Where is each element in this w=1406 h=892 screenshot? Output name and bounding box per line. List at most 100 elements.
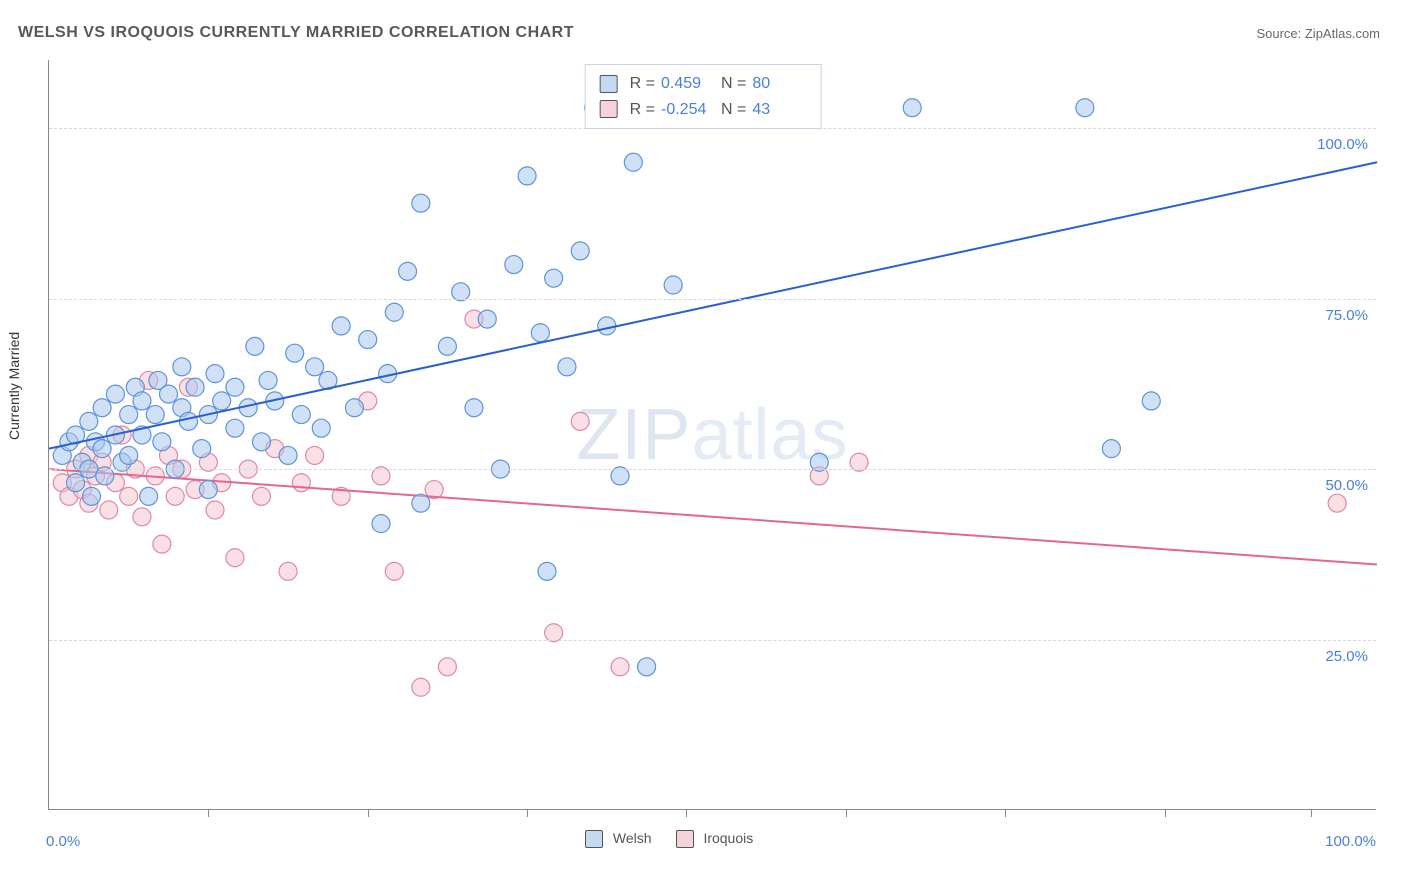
swatch-iroquois-icon [676, 830, 694, 848]
scatter-point-iroquois [166, 487, 184, 505]
scatter-point-iroquois [412, 678, 430, 696]
scatter-point-welsh [193, 440, 211, 458]
scatter-point-welsh [372, 515, 390, 533]
trend-line-welsh [49, 162, 1377, 448]
scatter-point-welsh [505, 256, 523, 274]
scatter-point-welsh [306, 358, 324, 376]
scatter-point-welsh [478, 310, 496, 328]
scatter-point-welsh [133, 392, 151, 410]
y-grid-label: 100.0% [1317, 136, 1368, 153]
scatter-point-welsh [538, 562, 556, 580]
y-grid-label: 75.0% [1325, 307, 1368, 324]
scatter-point-welsh [120, 446, 138, 464]
scatter-point-welsh [120, 406, 138, 424]
scatter-point-welsh [252, 433, 270, 451]
scatter-point-welsh [518, 167, 536, 185]
x-axis-label-0: 0.0% [46, 833, 80, 850]
legend-label-iroquois: Iroquois [703, 830, 753, 846]
r-label: R = [630, 71, 655, 97]
scatter-point-welsh [412, 494, 430, 512]
scatter-point-iroquois [206, 501, 224, 519]
legend-item-iroquois: Iroquois [676, 830, 754, 848]
scatter-point-welsh [465, 399, 483, 417]
scatter-point-iroquois [1328, 494, 1346, 512]
y-axis-label: Currently Married [6, 332, 22, 440]
scatter-point-welsh [571, 242, 589, 260]
scatter-point-iroquois [385, 562, 403, 580]
scatter-point-iroquois [438, 658, 456, 676]
scatter-point-welsh [1076, 99, 1094, 117]
scatter-point-welsh [106, 385, 124, 403]
scatter-point-iroquois [153, 535, 171, 553]
trend-line-iroquois [49, 469, 1377, 564]
x-tick [208, 809, 209, 817]
swatch-iroquois-icon [600, 100, 618, 118]
scatter-point-iroquois [611, 658, 629, 676]
x-tick [1165, 809, 1166, 817]
scatter-point-welsh [160, 385, 178, 403]
scatter-point-welsh [638, 658, 656, 676]
series-legend: Welsh Iroquois [585, 830, 753, 848]
scatter-point-welsh [399, 262, 417, 280]
scatter-point-welsh [199, 481, 217, 499]
x-tick [1005, 809, 1006, 817]
scatter-point-welsh [292, 406, 310, 424]
scatter-point-welsh [93, 440, 111, 458]
scatter-point-iroquois [100, 501, 118, 519]
scatter-point-welsh [186, 378, 204, 396]
scatter-point-welsh [146, 406, 164, 424]
x-tick [368, 809, 369, 817]
scatter-point-welsh [312, 419, 330, 437]
r-value-welsh: 0.459 [661, 71, 715, 97]
scatter-point-welsh [67, 474, 85, 492]
scatter-point-welsh [624, 153, 642, 171]
scatter-point-welsh [438, 337, 456, 355]
swatch-welsh-icon [600, 75, 618, 93]
scatter-point-welsh [359, 331, 377, 349]
scatter-point-welsh [279, 446, 297, 464]
x-axis-label-100: 100.0% [1325, 833, 1376, 850]
scatter-point-iroquois [292, 474, 310, 492]
scatter-point-welsh [140, 487, 158, 505]
legend-item-welsh: Welsh [585, 830, 652, 848]
scatter-point-welsh [173, 358, 191, 376]
scatter-point-iroquois [279, 562, 297, 580]
scatter-point-welsh [153, 433, 171, 451]
scatter-point-welsh [246, 337, 264, 355]
correlation-row-iroquois: R = -0.254 N = 43 [600, 97, 807, 123]
scatter-point-welsh [206, 365, 224, 383]
gridline-h [49, 640, 1376, 641]
scatter-point-welsh [1142, 392, 1160, 410]
n-value-welsh: 80 [752, 71, 806, 97]
scatter-point-iroquois [120, 487, 138, 505]
r-label: R = [630, 97, 655, 123]
scatter-point-welsh [531, 324, 549, 342]
gridline-h [49, 299, 1376, 300]
scatter-point-welsh [213, 392, 231, 410]
x-tick [846, 809, 847, 817]
scatter-point-welsh [598, 317, 616, 335]
scatter-point-iroquois [306, 446, 324, 464]
scatter-point-welsh [664, 276, 682, 294]
scatter-point-iroquois [226, 549, 244, 567]
x-tick [1311, 809, 1312, 817]
n-label: N = [721, 71, 746, 97]
chart-svg [49, 60, 1376, 809]
scatter-point-iroquois [252, 487, 270, 505]
gridline-h [49, 469, 1376, 470]
scatter-point-welsh [80, 412, 98, 430]
correlation-legend: R = 0.459 N = 80 R = -0.254 N = 43 [585, 64, 822, 129]
scatter-point-welsh [385, 303, 403, 321]
scatter-point-welsh [259, 371, 277, 389]
x-tick [527, 809, 528, 817]
y-grid-label: 50.0% [1325, 477, 1368, 494]
scatter-point-welsh [179, 412, 197, 430]
swatch-welsh-icon [585, 830, 603, 848]
n-label: N = [721, 97, 746, 123]
y-grid-label: 25.0% [1325, 648, 1368, 665]
scatter-point-welsh [1102, 440, 1120, 458]
n-value-iroquois: 43 [752, 97, 806, 123]
chart-title: WELSH VS IROQUOIS CURRENTLY MARRIED CORR… [18, 24, 574, 42]
scatter-point-welsh [226, 419, 244, 437]
scatter-point-iroquois [571, 412, 589, 430]
